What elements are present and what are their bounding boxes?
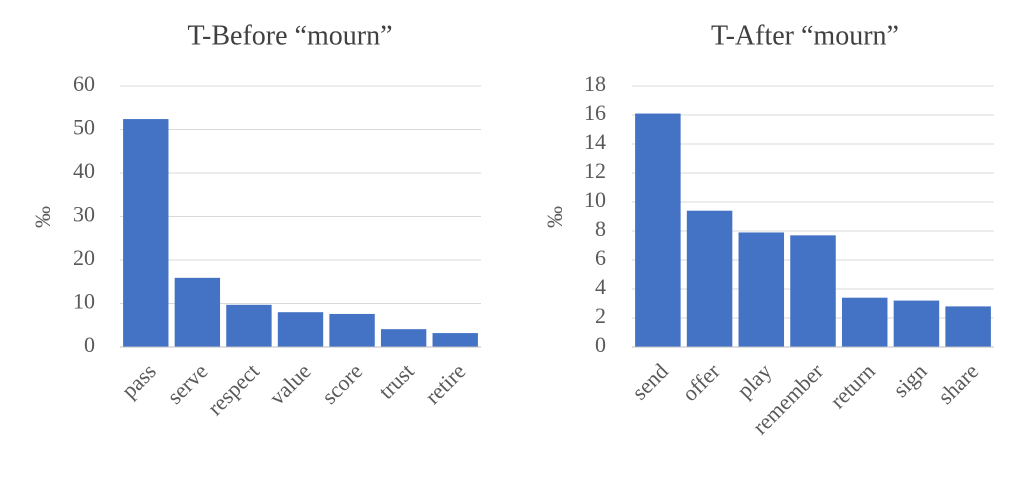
bar (432, 333, 478, 347)
x-tick-label: share (933, 358, 984, 409)
y-tick-label: 40 (73, 158, 95, 183)
bar (277, 312, 324, 347)
bar (841, 297, 888, 347)
y-tick-label: 10 (73, 289, 95, 314)
x-tick-label: respect (202, 358, 264, 420)
y-tick-label: 12 (584, 158, 606, 183)
bar (123, 119, 169, 347)
y-tick-label: 0 (84, 332, 95, 357)
chart-title: T-After “mourn” (711, 20, 899, 51)
y-tick-label: 4 (595, 274, 606, 299)
y-axis-label: ‰ (542, 206, 567, 228)
bar (635, 113, 681, 347)
bar (329, 313, 375, 347)
y-tick-label: 8 (595, 216, 606, 241)
y-tick-label: 16 (584, 100, 606, 125)
x-tick-label: value (264, 358, 315, 409)
bar (790, 235, 836, 347)
x-tick-label: offer (677, 358, 725, 406)
y-tick-label: 50 (73, 115, 95, 140)
x-tick-label: return (825, 358, 880, 413)
x-tick-label: play (732, 358, 776, 402)
bar (686, 210, 733, 347)
bar (380, 329, 427, 347)
x-tick-label: sign (888, 358, 932, 402)
y-tick-label: 60 (73, 71, 95, 96)
bar (893, 300, 940, 347)
y-tick-label: 20 (73, 245, 95, 270)
y-tick-label: 6 (595, 245, 606, 270)
x-tick-label: score (317, 358, 368, 409)
bar (174, 277, 221, 347)
y-tick-label: 10 (584, 187, 606, 212)
x-tick-label: retire (420, 358, 470, 408)
y-tick-label: 18 (584, 71, 606, 96)
y-tick-label: 2 (595, 303, 606, 328)
y-tick-label: 30 (73, 202, 95, 227)
y-tick-label: 14 (584, 129, 606, 154)
bar (738, 232, 785, 347)
x-tick-label: send (627, 358, 673, 404)
x-tick-label: pass (116, 358, 160, 402)
x-tick-label: trust (373, 358, 418, 403)
chart-title: T-Before “mourn” (188, 20, 393, 51)
y-tick-label: 0 (595, 332, 606, 357)
y-axis-label: ‰ (30, 206, 55, 228)
bar (226, 304, 272, 347)
bar (945, 306, 991, 347)
